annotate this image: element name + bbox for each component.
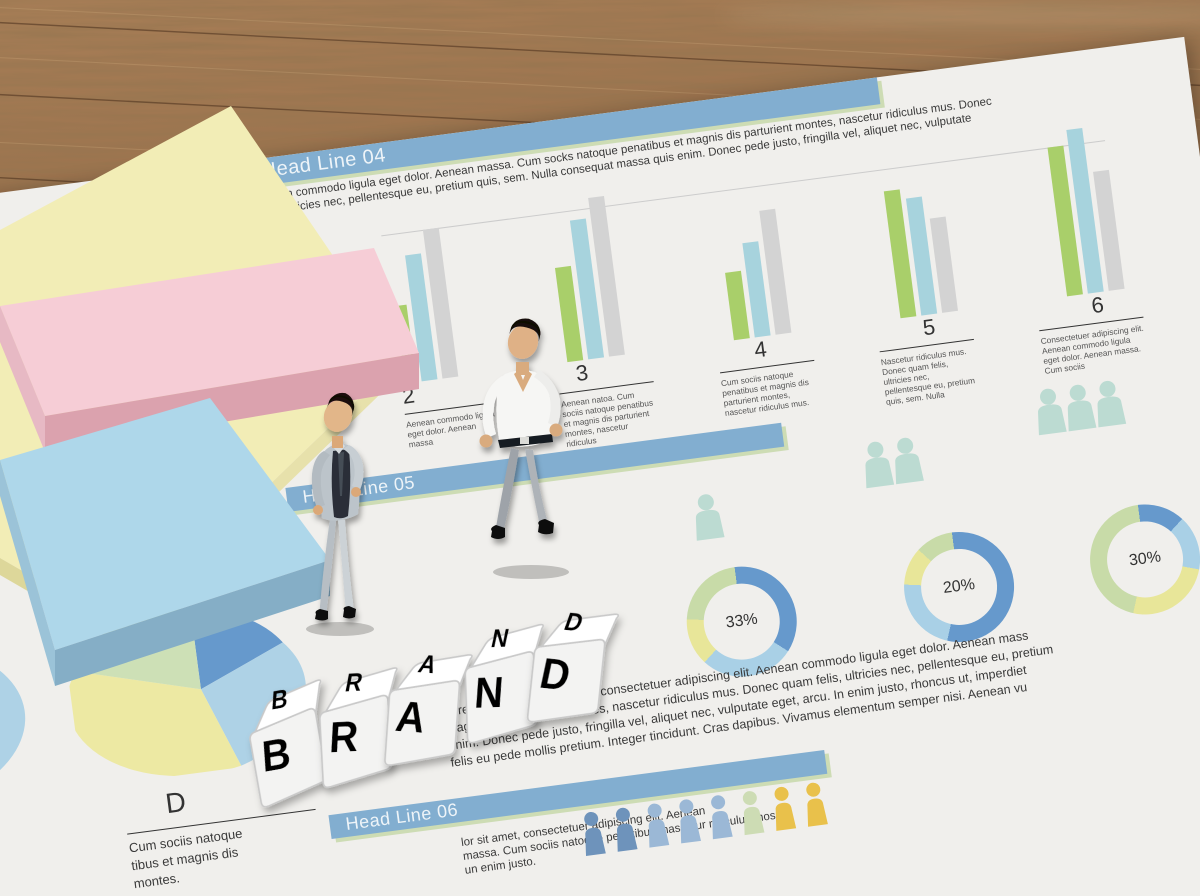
svg-text:N: N [473, 667, 505, 717]
svg-text:R: R [328, 711, 359, 761]
svg-text:B: B [260, 727, 292, 781]
svg-text:B: B [270, 684, 288, 716]
